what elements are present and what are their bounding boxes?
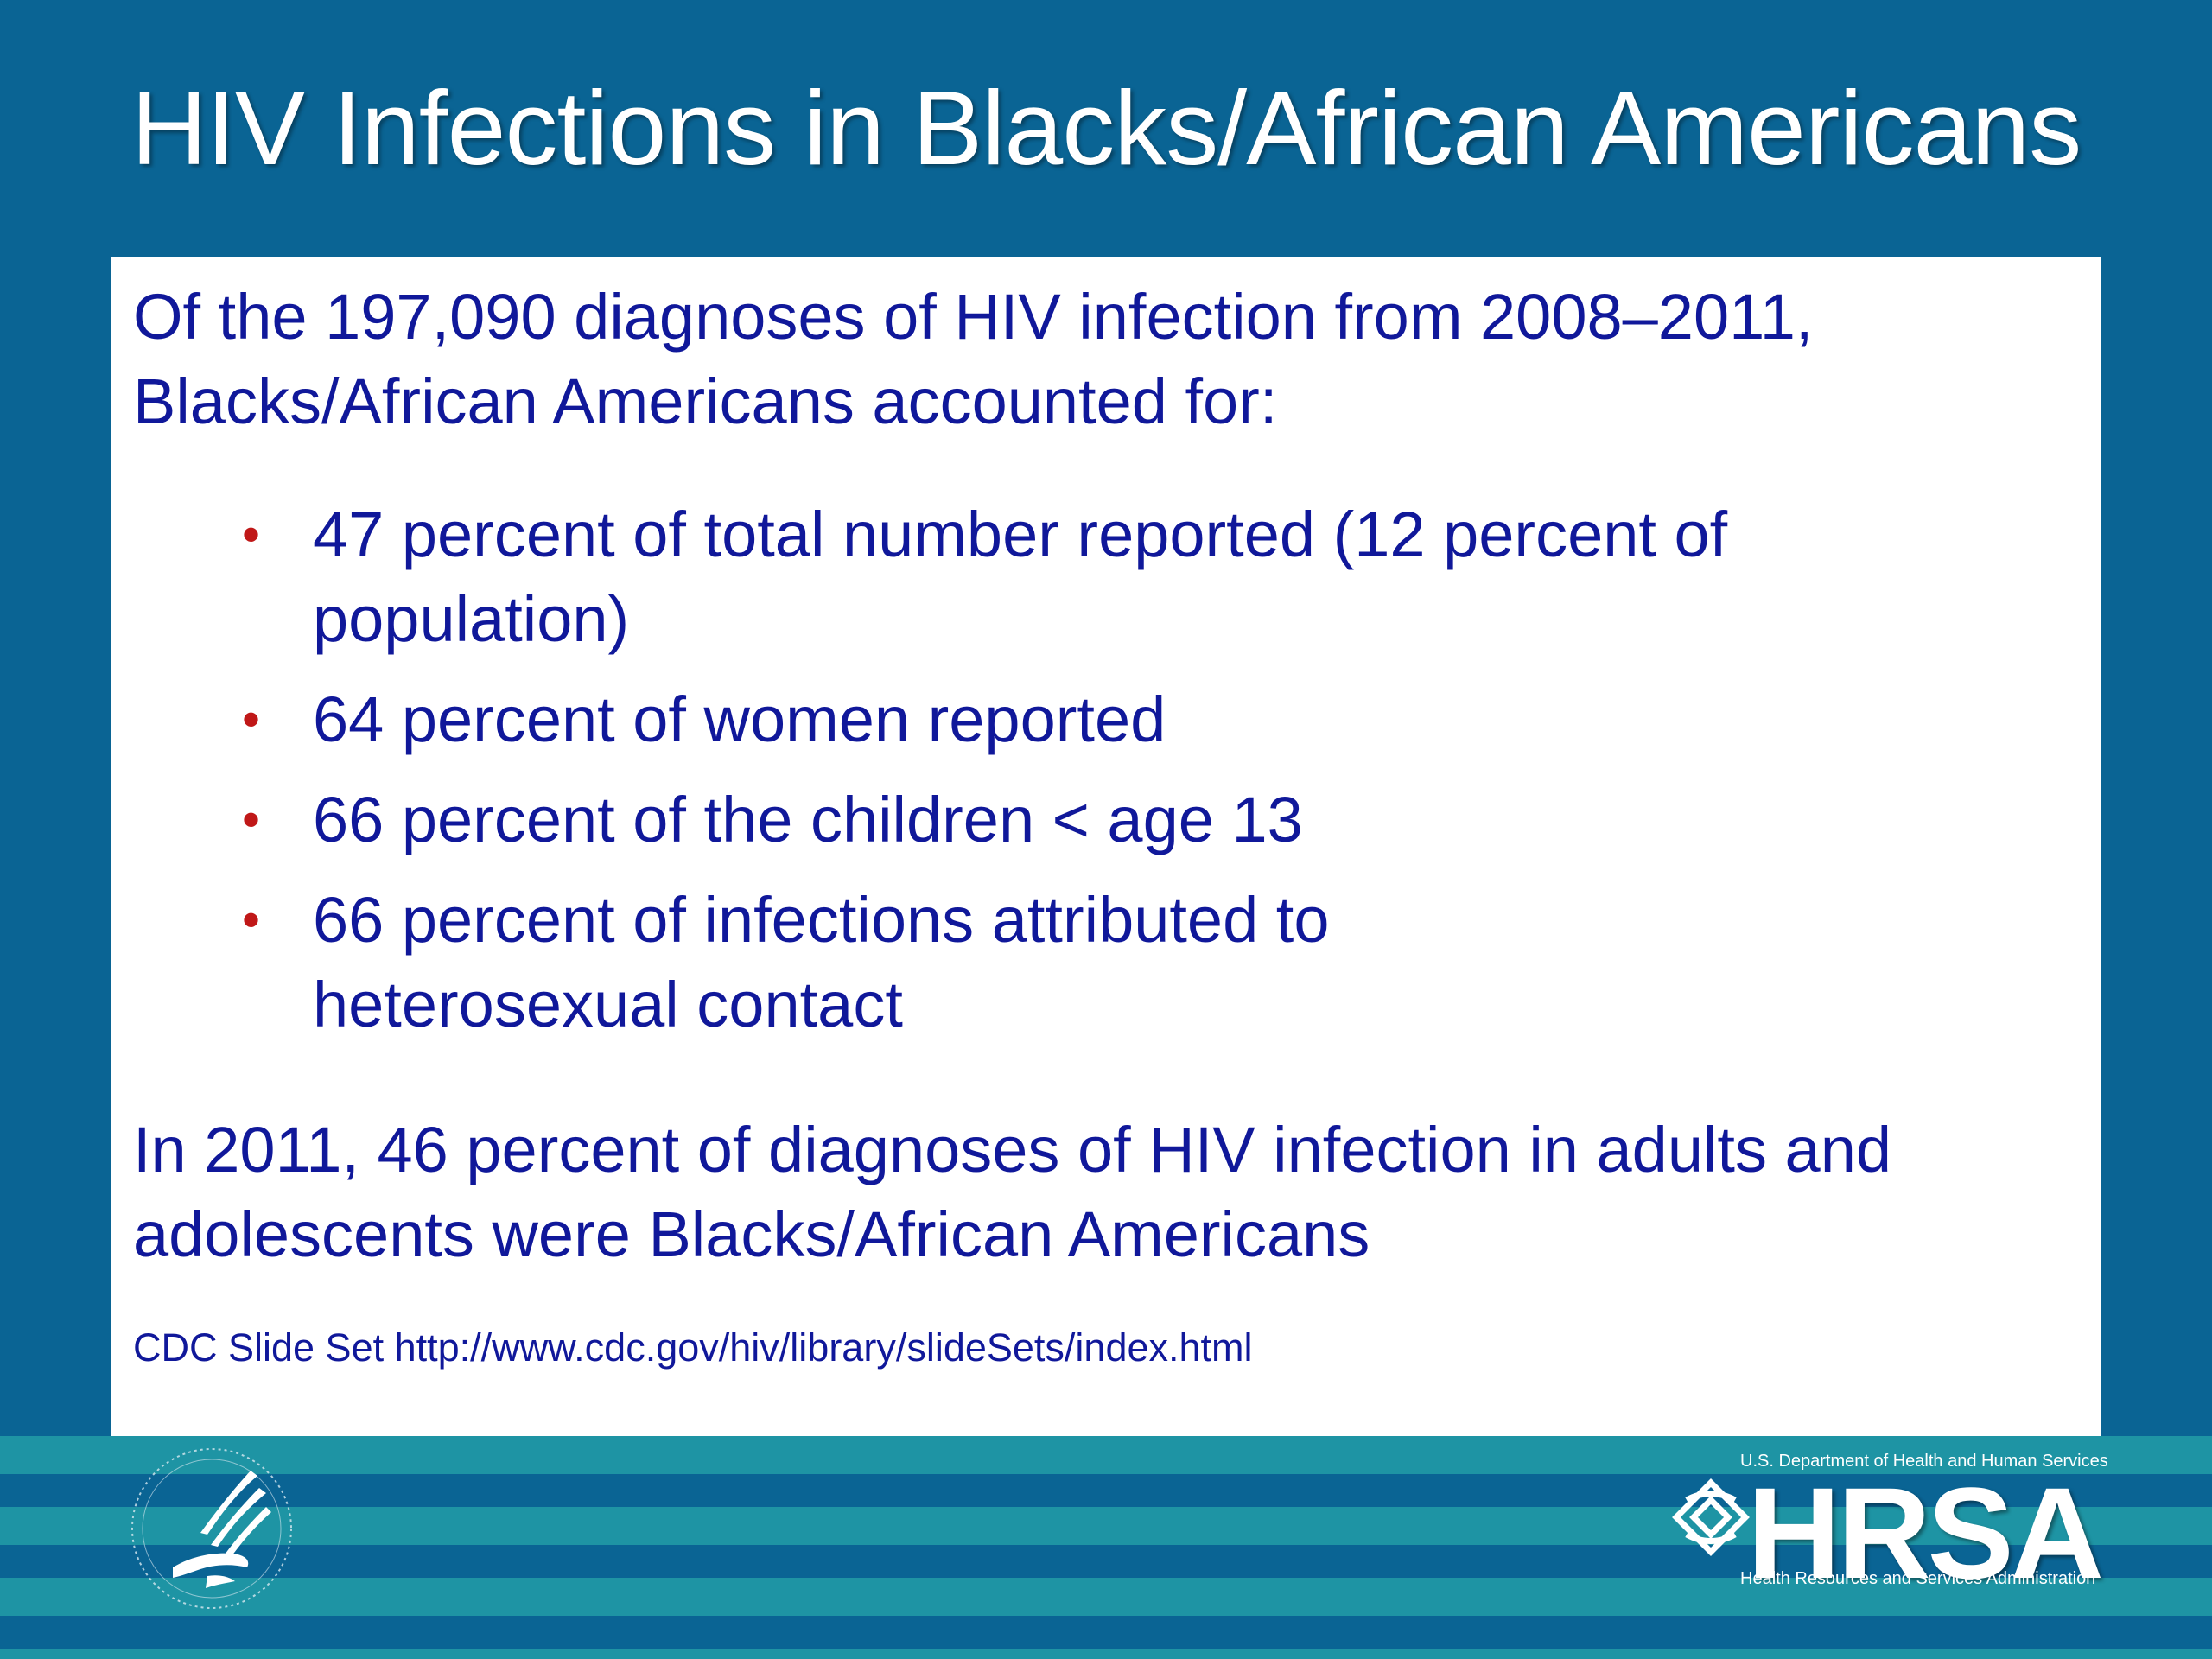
bullet-item: • 66 percent of the children < age 13 (233, 778, 2048, 862)
hrsa-wordmark: HRSA (1747, 1460, 2104, 1605)
hrsa-department-text: U.S. Department of Health and Human Serv… (1740, 1452, 2108, 1471)
closing-line: adolescents were Blacks/African American… (133, 1198, 1370, 1270)
closing-line: In 2011, 46 percent of diagnoses of HIV … (133, 1114, 1891, 1185)
bullet-icon: • (242, 690, 261, 748)
bullet-icon: • (242, 891, 261, 949)
bullet-item: • 47 percent of total number reported (1… (233, 493, 2048, 662)
bullet-text: 64 percent of women reported (313, 683, 1166, 755)
slide-title: HIV Infections in Blacks/African America… (130, 69, 2082, 187)
intro-line: Blacks/African Americans accounted for: (133, 365, 1278, 437)
bullet-text: 66 percent of infections attributed to (313, 884, 1330, 956)
hhs-eagle-seal-icon (131, 1448, 292, 1609)
hrsa-subtitle-text: Health Resources and Services Administra… (1740, 1569, 2096, 1588)
content-panel (111, 257, 2101, 1436)
bullet-text: population) (313, 583, 630, 655)
footer-stripes (0, 1436, 2212, 1659)
bullet-icon: • (242, 505, 261, 563)
bullet-item: • 64 percent of women reported (233, 677, 2048, 762)
source-citation: CDC Slide Set http://www.cdc.gov/hiv/lib… (133, 1325, 1253, 1370)
bullet-item: • 66 percent of infections attributed to… (233, 878, 2048, 1047)
intro-paragraph: Of the 197,090 diagnoses of HIV infectio… (133, 275, 2094, 444)
hrsa-knot-icon (1672, 1478, 1750, 1556)
bullet-icon: • (242, 791, 261, 849)
bullet-list: • 47 percent of total number reported (1… (233, 493, 2048, 1063)
bullet-text: 47 percent of total number reported (12 … (313, 499, 1728, 570)
closing-paragraph: In 2011, 46 percent of diagnoses of HIV … (133, 1108, 2112, 1277)
bullet-text: heterosexual contact (313, 969, 903, 1040)
intro-line: Of the 197,090 diagnoses of HIV infectio… (133, 281, 1814, 353)
bullet-text: 66 percent of the children < age 13 (313, 784, 1303, 855)
